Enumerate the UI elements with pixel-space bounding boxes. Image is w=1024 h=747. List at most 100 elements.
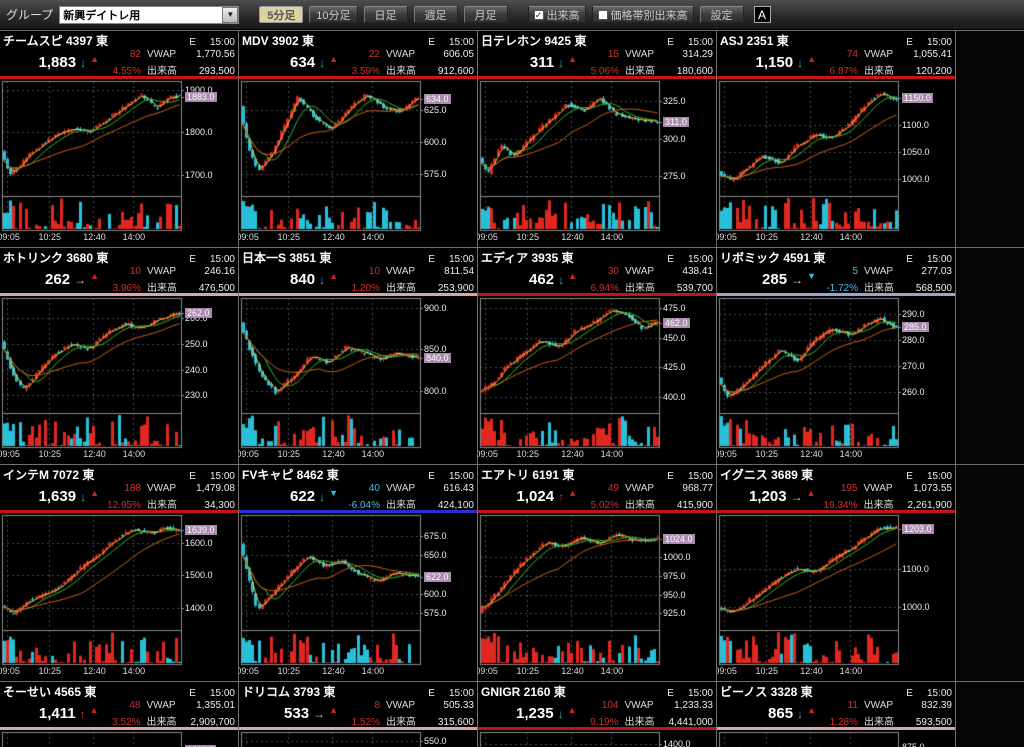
period-button[interactable]: 5分足 xyxy=(259,6,304,23)
chart-cell[interactable]: イグニス 3689 東 E 15:00 1,203 → ▲ 195 VWAP 1… xyxy=(717,464,956,681)
period-button[interactable]: 月足 xyxy=(463,6,508,23)
vwap-value: 1,479.08 xyxy=(196,482,235,494)
chart-area: 475.0 462.0 450.0 425.0 400.0 09:05 10:25 12:40… xyxy=(478,296,716,464)
session-info: E 15:00 xyxy=(189,37,235,48)
checkbox-icon[interactable]: ✓ xyxy=(533,9,544,20)
cell-header: エアトリ 6191 東 E 15:00 1,024 ↑ ▲ 49 VWAP 96… xyxy=(478,465,716,513)
change-percent: 5.02% xyxy=(590,499,619,511)
chart-cell[interactable]: FVキャピ 8462 東 E 15:00 622 ↓ ▼ 40 VWAP 616… xyxy=(239,464,478,681)
change-triangle-icon: ▼ xyxy=(329,487,338,498)
quote-time: 15:00 xyxy=(687,688,713,699)
y-axis-label: 270.0 xyxy=(902,361,925,371)
group-label: グループ xyxy=(6,8,54,22)
change-triangle-icon: ▲ xyxy=(568,53,577,64)
x-axis-time-label: 09:05 xyxy=(239,666,259,676)
chart-cell[interactable]: インテM 7072 東 E 15:00 1,639 ↓ ▲ 188 VWAP 1… xyxy=(0,464,239,681)
session-flag: E xyxy=(428,254,435,265)
period-button[interactable]: 日足 xyxy=(363,6,408,23)
change-triangle-icon: ▲ xyxy=(568,487,577,498)
session-info: E 15:00 xyxy=(428,688,474,699)
chevron-down-icon[interactable]: ▼ xyxy=(222,6,239,23)
trend-underline xyxy=(717,76,955,79)
y-axis-label: 325.0 xyxy=(663,96,686,106)
volume-value: 593,500 xyxy=(915,716,952,728)
y-axis-label: 650.0 xyxy=(424,550,447,560)
current-price-axis-label: 1883.0 xyxy=(185,92,217,102)
volume-checkbox[interactable]: ✓ 出来高 xyxy=(527,6,586,23)
chart-cell[interactable]: そーせい 4565 東 E 15:00 1,411 ↑ ▲ 48 VWAP 1,… xyxy=(0,681,239,747)
y-axis-label: 875.0 xyxy=(902,742,925,747)
chart-cell[interactable]: エディア 3935 東 E 15:00 462 ↓ ▲ 30 VWAP 438.… xyxy=(478,247,717,464)
quote-time: 15:00 xyxy=(209,471,235,482)
trend-underline xyxy=(239,510,477,513)
volume-value: 120,200 xyxy=(915,65,952,77)
volume-label: 出来高 xyxy=(386,65,416,77)
session-flag: E xyxy=(428,688,435,699)
vwap-value: 1,770.56 xyxy=(196,48,235,60)
vwap-value: 277.03 xyxy=(921,265,952,277)
y-axis-label: 1400.0 xyxy=(185,603,213,613)
stock-name: ドリコム 3793 東 xyxy=(242,685,336,699)
price-change: 40 xyxy=(368,482,380,494)
price-direction-arrow-icon: ↓ xyxy=(319,55,326,70)
vwap-label: VWAP xyxy=(625,48,655,60)
grid-right-filler xyxy=(956,681,1024,747)
candlestick-chart xyxy=(240,513,424,681)
vwap-label: VWAP xyxy=(863,482,893,494)
change-percent: -1.72% xyxy=(826,282,858,294)
y-axis-label: 850.0 xyxy=(424,344,447,354)
x-axis-time-label: 09:05 xyxy=(0,666,20,676)
quote-time: 15:00 xyxy=(209,37,235,48)
chart-cell[interactable]: ドリコム 3793 東 E 15:00 533 → ▲ 8 VWAP 505.3… xyxy=(239,681,478,747)
checkbox-icon[interactable] xyxy=(597,9,608,20)
volume-label: 出来高 xyxy=(147,499,177,511)
period-button[interactable]: 週足 xyxy=(413,6,458,23)
chart-cell[interactable]: ASJ 2351 東 E 15:00 1,150 ↓ ▲ 74 VWAP 1,0… xyxy=(717,30,956,247)
chart-cell[interactable]: ビーノス 3328 東 E 15:00 865 ↓ ▲ 11 VWAP 832.… xyxy=(717,681,956,747)
chart-cell[interactable]: エアトリ 6191 東 E 15:00 1,024 ↑ ▲ 49 VWAP 96… xyxy=(478,464,717,681)
last-price: 1,411 xyxy=(38,705,76,722)
y-axis-label: 1050.0 xyxy=(902,147,930,157)
x-axis-time-label: 12:40 xyxy=(561,666,584,676)
chart-area: 1203.0 1100.0 1000.0 09:05 10:25 12:40 14:00 xyxy=(717,513,955,681)
chart-cell[interactable]: 日本一S 3851 東 E 15:00 840 ↓ ▲ 10 VWAP 811.… xyxy=(239,247,478,464)
vwap-label: VWAP xyxy=(625,482,655,494)
session-flag: E xyxy=(667,37,674,48)
volume-label: 出来高 xyxy=(864,65,894,77)
period-button[interactable]: 10分足 xyxy=(309,6,358,23)
change-percent: 3.59% xyxy=(351,65,380,77)
a-mode-button[interactable]: A xyxy=(753,6,771,23)
chart-cell[interactable]: MDV 3902 東 E 15:00 634 ↓ ▲ 22 VWAP 606.0… xyxy=(239,30,478,247)
price-direction-arrow-icon: ↓ xyxy=(558,272,565,287)
settings-button[interactable]: 設定 xyxy=(699,6,744,23)
candlestick-chart xyxy=(479,513,663,681)
chart-cell[interactable]: 日テレホン 9425 東 E 15:00 311 ↓ ▲ 15 VWAP 314… xyxy=(478,30,717,247)
x-axis-time-label: 12:40 xyxy=(83,666,106,676)
volume-value: 34,300 xyxy=(204,499,235,511)
volume-value: 476,500 xyxy=(198,282,235,294)
price-band-volume-checkbox[interactable]: 価格帯別出来高 xyxy=(591,6,694,23)
volume-label: 出来高 xyxy=(147,65,177,77)
vwap-value: 606.05 xyxy=(443,48,474,60)
session-info: E 15:00 xyxy=(428,254,474,265)
x-axis-time-label: 09:05 xyxy=(239,232,259,242)
chart-cell[interactable]: GNIGR 2160 東 E 15:00 1,235 ↓ ▲ 104 VWAP … xyxy=(478,681,717,747)
chart-cell[interactable]: リボミック 4591 東 E 15:00 285 → ▼ 5 VWAP 277.… xyxy=(717,247,956,464)
vwap-label: VWAP xyxy=(625,265,655,277)
vwap-label: VWAP xyxy=(386,48,416,60)
cell-header: MDV 3902 東 E 15:00 634 ↓ ▲ 22 VWAP 606.0… xyxy=(239,31,477,79)
candlestick-chart xyxy=(1,730,185,747)
vwap-label: VWAP xyxy=(864,265,894,277)
price-change: 30 xyxy=(607,265,619,277)
volume-label: 出来高 xyxy=(864,716,894,728)
volume-value: 180,600 xyxy=(676,65,713,77)
cell-header: FVキャピ 8462 東 E 15:00 622 ↓ ▼ 40 VWAP 616… xyxy=(239,465,477,513)
change-triangle-icon: ▲ xyxy=(90,53,99,64)
group-select[interactable]: 新興デイトレ用 ▼ xyxy=(59,5,240,24)
chart-cell[interactable]: ホトリンク 3680 東 E 15:00 262 → ▲ 10 VWAP 246… xyxy=(0,247,239,464)
chart-cell[interactable]: チームスピ 4397 東 E 15:00 1,883 ↓ ▲ 82 VWAP 1… xyxy=(0,30,239,247)
y-axis-label: 1000.0 xyxy=(663,552,691,562)
x-axis-time-label: 10:25 xyxy=(516,449,540,459)
